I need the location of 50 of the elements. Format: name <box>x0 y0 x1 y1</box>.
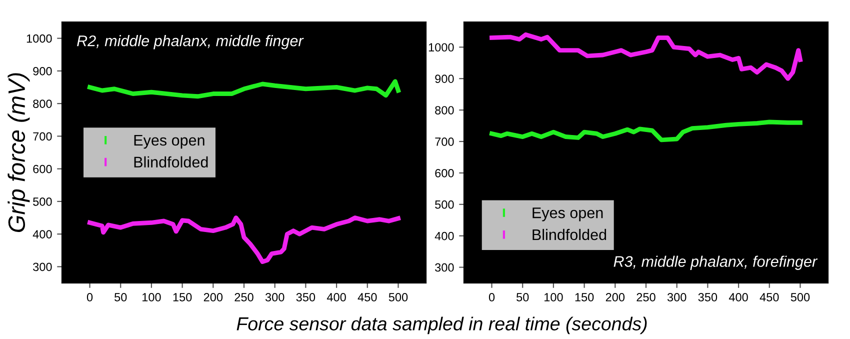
y-tick-label: 300 <box>435 263 454 272</box>
x-tick-label: 150 <box>575 293 594 302</box>
x-tick-label: 500 <box>790 293 810 302</box>
y-tick-label: 1000 <box>428 43 454 52</box>
x-tick-label: 0 <box>488 293 495 302</box>
x-tick-label: 150 <box>173 293 192 302</box>
y-tick-label: 600 <box>33 164 52 174</box>
text: R2, middle phalanx, middle finger <box>77 35 304 50</box>
x-tick-label: 350 <box>296 293 316 302</box>
x-tick-label: 100 <box>142 293 161 302</box>
line-series <box>88 79 400 99</box>
x-tick-label: 400 <box>326 293 346 302</box>
y-axis-title: Grip force (mV) <box>8 73 30 232</box>
x-tick-label: 200 <box>606 293 625 302</box>
x-axis-title: Force sensor data sampled in real time (seconds) <box>236 316 647 334</box>
x-tick-label: 100 <box>544 293 563 302</box>
y-tick-label: 700 <box>435 138 454 146</box>
line-series <box>88 216 400 264</box>
legend-label: Blindfolded <box>532 228 606 240</box>
x-tick-label: 450 <box>358 293 377 302</box>
legend-label: Blindfolded <box>134 156 208 168</box>
x-tick-label: 0 <box>86 293 93 302</box>
line-series <box>490 32 802 81</box>
x-tick-label: 500 <box>388 293 408 302</box>
y-tick-label: 400 <box>32 230 52 238</box>
y-tick-label: 800 <box>33 100 52 108</box>
x-tick-label: 300 <box>265 293 284 302</box>
y-tick-label: 400 <box>434 232 454 240</box>
x-tick-label: 200 <box>204 293 223 302</box>
y-tick-label: 900 <box>435 74 454 83</box>
x-tick-label: 300 <box>667 293 686 302</box>
x-tick-label: 350 <box>698 293 718 302</box>
x-tick-label: 400 <box>728 293 748 302</box>
legend-label: Eyes open <box>532 208 603 222</box>
x-tick-label: 50 <box>114 293 127 302</box>
x-tick-label: 50 <box>516 293 529 302</box>
x-tick-label: 450 <box>760 293 779 302</box>
y-tick-label: 1000 <box>26 34 52 43</box>
y-tick-label: 700 <box>33 132 52 141</box>
y-tick-label: 800 <box>435 106 454 114</box>
y-tick-label: 300 <box>33 262 52 272</box>
x-tick-label: 250 <box>636 293 656 302</box>
text: R3, middle phalanx, forefinger <box>614 256 818 270</box>
line-series <box>490 120 802 142</box>
x-tick-label: 250 <box>234 293 254 302</box>
y-tick-label: 600 <box>435 168 454 178</box>
y-tick-label: 500 <box>33 197 52 206</box>
y-tick-label: 900 <box>33 66 52 76</box>
legend-label: Eyes open <box>134 135 204 149</box>
y-tick-label: 500 <box>435 200 454 209</box>
